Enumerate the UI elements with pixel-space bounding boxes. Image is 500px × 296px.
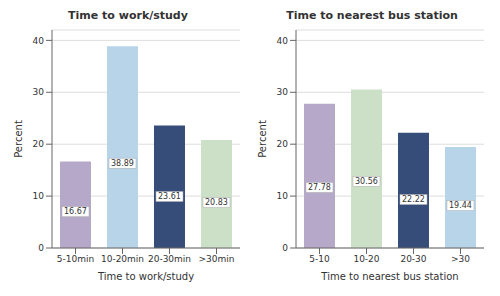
- svg-text:10-20min: 10-20min: [101, 254, 144, 264]
- svg-text:5-10min: 5-10min: [57, 254, 94, 264]
- svg-text:Time to work/study: Time to work/study: [97, 271, 194, 282]
- html-text:Time to nearest bus station: Time to nearest bus station: [286, 9, 458, 22]
- svg-text:19.44: 19.44: [449, 201, 472, 210]
- svg-text:0: 0: [282, 243, 288, 253]
- svg-text:Time to nearest bus station: Time to nearest bus station: [320, 271, 458, 282]
- svg-text:5-10: 5-10: [309, 254, 330, 264]
- svg-text:20: 20: [33, 139, 45, 149]
- svg-text:Percent: Percent: [13, 120, 24, 158]
- svg-text:10: 10: [277, 191, 289, 201]
- svg-text:30: 30: [33, 87, 45, 97]
- svg-text:>30min: >30min: [199, 254, 235, 264]
- svg-text:38.89: 38.89: [111, 159, 134, 168]
- svg-text:20: 20: [277, 139, 289, 149]
- svg-text:Percent: Percent: [257, 120, 268, 158]
- svg-text:>30: >30: [451, 254, 470, 264]
- svg-text:10-20: 10-20: [353, 254, 379, 264]
- svg-text:22.22: 22.22: [402, 195, 425, 204]
- svg-text:16.67: 16.67: [64, 207, 87, 216]
- svg-text:27.78: 27.78: [308, 183, 331, 192]
- html-text:Time to work/study: Time to work/study: [68, 9, 188, 22]
- svg-text:20.83: 20.83: [205, 198, 228, 207]
- svg-text:20-30: 20-30: [400, 254, 426, 264]
- svg-text:10: 10: [33, 191, 45, 201]
- svg-text:40: 40: [33, 36, 45, 46]
- svg-text:0: 0: [38, 243, 44, 253]
- svg-text:23.61: 23.61: [158, 192, 181, 201]
- svg-text:40: 40: [277, 36, 289, 46]
- svg-text:20-30min: 20-30min: [148, 254, 191, 264]
- svg-text:30: 30: [277, 87, 289, 97]
- svg-text:30.56: 30.56: [355, 177, 378, 186]
